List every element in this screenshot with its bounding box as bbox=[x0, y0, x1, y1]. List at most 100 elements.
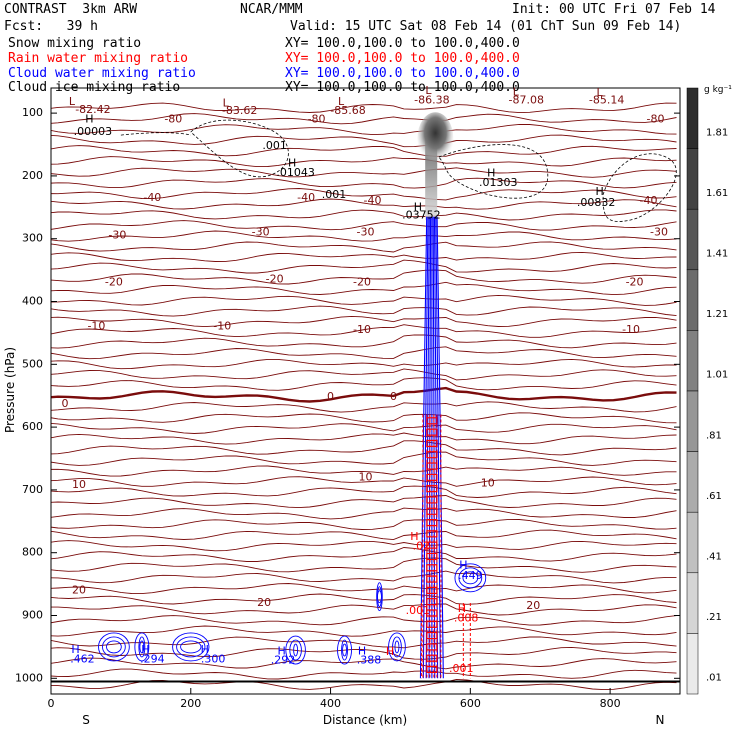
temperature-contour-line bbox=[51, 668, 677, 680]
cloud-water-contour-label: .449 bbox=[458, 569, 483, 582]
model-title: CONTRAST 3km ARW bbox=[4, 2, 138, 17]
cloud-water-contour-line bbox=[172, 632, 210, 662]
colorbar-segment bbox=[686, 390, 699, 452]
temperature-contour-line bbox=[51, 432, 677, 445]
colorbar-segment bbox=[686, 148, 699, 210]
colorbar-label: .21 bbox=[706, 612, 722, 623]
temperature-contour-line bbox=[51, 156, 677, 168]
temperature-contour-line bbox=[51, 518, 677, 530]
colorbar-segment bbox=[686, 330, 699, 392]
temperature-contour-line bbox=[51, 465, 677, 477]
rain-water-contour-label: .001 bbox=[449, 662, 474, 675]
rain-water-cell bbox=[426, 541, 438, 549]
temperature-min-label: L bbox=[223, 97, 230, 110]
y-tick-label: 1000 bbox=[15, 671, 43, 684]
temperature-min-label: L bbox=[338, 95, 345, 108]
rain-water-contour-label: .001 bbox=[406, 604, 431, 617]
temperature-contour-label: 20 bbox=[257, 596, 271, 609]
cloud-water-contour-label: .462 bbox=[70, 652, 95, 665]
rain-water-cell bbox=[426, 439, 438, 448]
temperature-contour-label: -30 bbox=[357, 225, 375, 238]
rain-water-cell bbox=[426, 665, 438, 674]
temperature-contour-line bbox=[51, 507, 677, 520]
cloud-water-contour-line bbox=[102, 636, 126, 658]
temperature-contour-line bbox=[51, 636, 677, 649]
temperature-contour-label: -83.62 bbox=[222, 104, 257, 117]
temperature-contour-line bbox=[51, 386, 677, 403]
snow-contour-line bbox=[120, 132, 191, 136]
temperature-contour-label: -30 bbox=[108, 229, 126, 242]
init-time: Init: 00 UTC Fri 07 Feb 14 bbox=[512, 2, 716, 17]
cloud-water-contour-line bbox=[139, 640, 145, 654]
temperature-contour-line bbox=[51, 251, 677, 262]
field-label-rain: Rain water mixing ratio bbox=[8, 51, 189, 66]
temperature-contour-line bbox=[51, 177, 677, 189]
cloud-water-contour-label: H bbox=[358, 644, 366, 657]
x-tick-label: 0 bbox=[48, 697, 55, 710]
field-label-cloud-water: Cloud water mixing ratio bbox=[8, 66, 196, 81]
cloud-ice-contour-label: .00003 bbox=[74, 125, 113, 138]
cloud-water-contour-line bbox=[138, 636, 146, 658]
temperature-contour-line bbox=[51, 324, 677, 338]
cloud-water-contour-line bbox=[106, 640, 122, 654]
temperature-min-label: L bbox=[597, 86, 604, 99]
cloud-water-contour-label: .294 bbox=[140, 652, 165, 665]
temperature-contour-line bbox=[51, 294, 677, 306]
temperature-contour-line bbox=[51, 281, 677, 296]
cloud-water-contour-line bbox=[180, 640, 202, 654]
temperature-contour-line bbox=[51, 167, 677, 178]
temperature-contour-line bbox=[51, 583, 677, 595]
rain-water-contour-label: H bbox=[410, 530, 418, 543]
cloud-water-contour-line bbox=[436, 216, 444, 679]
temperature-contour-line bbox=[51, 422, 677, 434]
cloud-water-contour-label: .292 bbox=[271, 654, 296, 667]
colorbar-segment bbox=[686, 572, 699, 634]
temperature-contour-label: -80 bbox=[647, 112, 665, 125]
temperature-min-label: L bbox=[513, 85, 520, 98]
rain-water-cell bbox=[426, 564, 438, 572]
plot-frame bbox=[50, 87, 681, 695]
rain-water-cell bbox=[426, 451, 438, 459]
north-label: N bbox=[656, 713, 665, 727]
temperature-contour-line bbox=[51, 603, 677, 616]
rain-water-cell bbox=[426, 530, 438, 538]
temperature-contour-line bbox=[51, 625, 677, 637]
cloud-ice-contour-label: .00832 bbox=[577, 196, 616, 209]
rain-water-cell bbox=[426, 654, 438, 662]
cloud-water-contour-line bbox=[342, 643, 347, 657]
temperature-min-label: L bbox=[425, 84, 432, 97]
snow-contour-line bbox=[190, 119, 289, 178]
cloud-water-contour-line bbox=[98, 632, 130, 662]
temperature-contour-label: -40 bbox=[297, 191, 315, 204]
temperature-contour-label: -10 bbox=[353, 323, 371, 336]
x-axis-label: Distance (km) bbox=[323, 713, 407, 727]
cloud-water-contour-line bbox=[454, 563, 487, 593]
temperature-contour-label: 10 bbox=[359, 470, 373, 483]
y-tick-label: 200 bbox=[22, 169, 43, 182]
x-tick-label: 800 bbox=[600, 697, 621, 710]
temperature-contour-label: -40 bbox=[640, 194, 658, 207]
rain-water-cell bbox=[426, 462, 438, 470]
colorbar-segment bbox=[686, 208, 699, 271]
forecast-hour: Fcst: 39 h bbox=[4, 19, 98, 34]
colorbar-label: .01 bbox=[706, 673, 722, 684]
temperature-contour-label: -20 bbox=[266, 273, 284, 286]
temperature-contour-line bbox=[51, 476, 677, 487]
cloud-water-contour-label: .300 bbox=[201, 652, 226, 665]
temperature-contour-line bbox=[51, 657, 677, 670]
temperature-contour-label: 10 bbox=[481, 477, 495, 490]
y-tick-label: 400 bbox=[22, 295, 43, 308]
colorbar-label: 1.01 bbox=[706, 370, 728, 381]
cloud-ice-contour-label: .01303 bbox=[479, 176, 518, 189]
cloud-ice-shading-core bbox=[417, 112, 454, 165]
temperature-contour-line bbox=[51, 123, 677, 136]
rain-water-contour-label: H bbox=[458, 602, 466, 615]
colorbar-segment bbox=[686, 87, 699, 149]
x-tick-label: 600 bbox=[460, 697, 481, 710]
colorbar-segment bbox=[686, 451, 699, 513]
temperature-contour-label: -30 bbox=[650, 225, 668, 238]
temperature-contour-label: -40 bbox=[364, 194, 382, 207]
temperature-contour-label: -87.08 bbox=[509, 94, 544, 107]
colorbar-segment bbox=[686, 511, 699, 574]
temperature-contour-line bbox=[51, 198, 677, 210]
